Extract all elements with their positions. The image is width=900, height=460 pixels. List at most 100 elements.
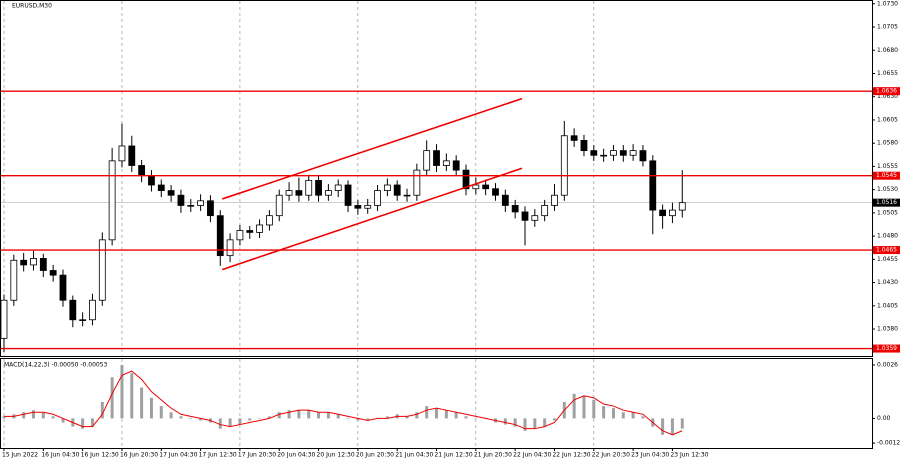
candle-body	[315, 179, 322, 196]
macd-bar	[228, 418, 232, 427]
macd-bar	[552, 418, 556, 421]
candle-body	[334, 184, 342, 191]
chart-title: EURUSD,M30	[12, 3, 52, 10]
candle-body	[10, 259, 18, 301]
candle-body	[324, 190, 332, 196]
candle-body	[678, 202, 686, 211]
candle-body	[472, 184, 480, 190]
candle-body	[413, 169, 421, 196]
y-tick-label: -0.0012	[877, 440, 900, 447]
macd-bar	[444, 410, 448, 419]
macd-bar	[179, 416, 183, 419]
x-tick-label: 16 Jun 12:30	[81, 452, 119, 459]
candle-body	[344, 184, 352, 206]
level-label: 1.0359	[876, 345, 897, 352]
y-tick-label: 1.0380	[877, 326, 898, 333]
macd-bar	[90, 418, 94, 427]
macd-bar	[523, 418, 527, 431]
macd-bar	[592, 399, 596, 419]
candle-body	[157, 184, 165, 191]
candle-body	[207, 200, 214, 217]
x-tick-label: 17 Jun 12:30	[199, 452, 237, 459]
macd-bar	[454, 412, 458, 419]
macd-bar	[238, 418, 242, 425]
candle-body	[560, 135, 568, 196]
macd-bar	[169, 412, 173, 419]
y-tick-label: 1.0730	[877, 0, 898, 7]
macd-title: MACD(14,22,3) -0.00050 -0.00053	[4, 362, 108, 369]
trendline	[221, 167, 523, 271]
y-tick-label: 1.0505	[877, 209, 898, 216]
macd-bar	[464, 416, 468, 419]
candle-body	[30, 258, 37, 266]
macd-bar	[533, 418, 537, 429]
y-tick-label: 1.0680	[877, 47, 898, 54]
candle-body	[580, 139, 588, 152]
candle-body	[649, 160, 657, 211]
macd-bar	[140, 387, 144, 419]
level-label-box	[873, 171, 900, 180]
macd-bar	[189, 418, 193, 419]
macd-bar	[81, 418, 85, 429]
macd-bar	[2, 416, 6, 419]
macd-bar	[415, 412, 419, 419]
x-tick-label: 20 Jun 12:30	[317, 452, 355, 459]
x-tick-label: 17 Jun 20:30	[238, 452, 276, 459]
macd-bar	[149, 397, 153, 419]
macd-bar	[159, 406, 163, 419]
candle-body	[0, 299, 8, 339]
last-price-label: 1.0516	[876, 199, 897, 206]
candle-body	[541, 205, 549, 217]
macd-bar	[41, 412, 45, 419]
candle-body	[49, 270, 57, 276]
signal-line	[4, 370, 683, 436]
x-tick-label: 16 Jun 04:30	[41, 452, 79, 459]
candle-body	[118, 145, 126, 162]
candle-body	[610, 150, 617, 156]
candle-body	[20, 259, 28, 266]
candle-body	[374, 190, 381, 206]
candle-body	[275, 194, 283, 217]
candle-body	[128, 145, 136, 166]
level-label-box	[873, 344, 900, 353]
candle-body	[295, 190, 303, 196]
candle-body	[482, 184, 490, 190]
candle-body	[364, 205, 372, 209]
x-tick-label: 16 Jun 20:30	[120, 452, 158, 459]
candle-body	[167, 190, 175, 196]
y-tick-label: 1.0530	[877, 186, 898, 193]
y-tick-label: 1.0655	[877, 70, 898, 77]
macd-bar	[670, 418, 674, 435]
macd-bar	[100, 401, 104, 419]
candle-body	[462, 169, 470, 190]
candle-body	[216, 215, 224, 257]
macd-bar	[317, 412, 321, 419]
macd-bar	[661, 418, 665, 435]
macd-bar	[641, 416, 645, 419]
macd-bar	[258, 418, 262, 419]
candle-body	[226, 239, 234, 257]
macd-bar	[474, 418, 478, 419]
macd-bar	[543, 418, 547, 427]
macd-bar	[611, 408, 615, 419]
macd-bar	[277, 412, 281, 419]
macd-bar	[51, 416, 55, 419]
candle-body	[600, 154, 608, 157]
macd-bar	[405, 416, 409, 419]
y-tick-label: 1.0630	[877, 93, 898, 100]
level-label-box	[873, 87, 900, 96]
candle-body	[501, 194, 509, 206]
macd-bar	[631, 412, 635, 419]
candle-body	[590, 150, 598, 156]
macd-bar	[346, 418, 350, 419]
x-tick-label: 22 Jun 04:30	[513, 452, 551, 459]
candle-body	[511, 205, 519, 213]
x-tick-label: 21 Jun 04:30	[395, 452, 433, 459]
candle-body	[177, 194, 185, 206]
x-tick-label: 21 Jun 20:30	[474, 452, 512, 459]
y-tick-label: 1.0555	[877, 163, 898, 170]
candle-body	[433, 150, 440, 166]
macd-bar	[582, 395, 586, 419]
macd-bar	[297, 410, 301, 419]
